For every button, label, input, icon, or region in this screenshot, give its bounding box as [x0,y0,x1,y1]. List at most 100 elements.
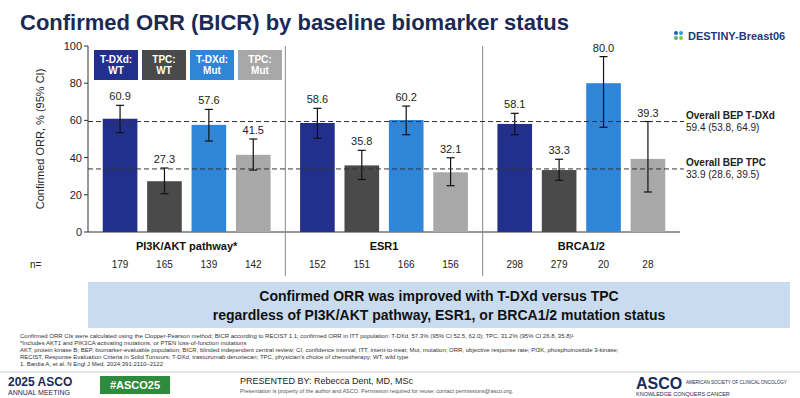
footnote: AKT, protein kinase B; BEP, biomarker-ev… [20,347,619,353]
error-bar [402,106,410,135]
error-bar [447,158,455,186]
y-tick [84,232,88,233]
legend-label: TPC:Mut [248,54,271,76]
error-bar-cap [555,180,563,181]
legend-label-part: WT [156,65,172,76]
bar [300,123,335,232]
error-bar [313,108,321,138]
y-tick-label: 60 [70,114,82,126]
y-axis-line [88,46,89,232]
error-bar-cap [249,169,257,170]
data-label: 33.3 [548,144,569,156]
legend-swatch [142,50,186,80]
y-tick [84,120,88,121]
error-bar [249,139,257,170]
data-label: 58.1 [504,98,525,110]
data-label: 57.6 [198,94,219,106]
legend-swatch [238,50,282,80]
n-count: 28 [642,259,654,270]
n-count: 179 [112,259,129,270]
n-count: 279 [551,259,568,270]
footer-rule [0,372,800,373]
data-label: 80.0 [593,42,614,54]
bar [192,125,227,232]
marks [103,57,665,232]
group-separator [285,46,286,276]
logo-text: DESTINY-Breast06 [688,30,785,42]
y-tick-label: 20 [70,189,82,201]
y-tick [84,194,88,195]
error-bar-cap [511,113,519,114]
footnote: 1. Bardia A, et al. N Engl J Med. 2024;3… [20,361,164,367]
error-bar [358,150,366,179]
error-bar-stem [559,159,560,180]
error-bar-cap [402,134,410,135]
bar [389,120,424,232]
error-bar [116,105,124,132]
slide: Confirmed ORR (BICR) by baseline biomark… [0,0,800,398]
legend-label-part: Mut [251,65,269,76]
reference-name: Overall BEP TPC [686,157,766,168]
reference-value: 33.9 (28.6, 39.5) [686,169,759,180]
error-bar-stem [119,105,120,132]
legend-label-part: T-DXd: [196,54,228,65]
conclusion-banner [88,282,790,328]
data-labels: 60.958.658.127.335.833.357.660.280.041.5… [109,42,658,165]
error-bar-stem [647,122,648,192]
footnote: Confirmed ORR CIs were calculated using … [20,333,573,339]
legend-label-part: Mut [203,65,221,76]
reference-name: Overall BEP T-DXd [686,110,775,121]
error-bar-stem [208,109,209,141]
y-axis-label: Confirmed ORR, % (95% CI) [34,69,46,210]
n-label: n= [30,259,42,270]
logo-dot [674,36,678,40]
error-bar-cap [600,56,608,57]
legend: T-DXd:WTTPC:WTT-DXd:MutTPC:Mut [94,50,282,80]
legend-label: T-DXd:Mut [196,54,228,76]
data-label: 39.3 [637,107,658,119]
error-bar-stem [164,168,165,194]
category-label: BRCA1/2 [558,240,605,252]
n-count: 152 [309,259,326,270]
footnote: *Includes AKT1 and PIK3CA activating mut… [20,340,246,346]
n-count: 298 [506,259,523,270]
data-label: 60.2 [395,91,416,103]
logo-dot [674,31,678,35]
data-label: 32.1 [440,143,461,155]
error-bar [511,113,519,134]
y-tick [84,157,88,158]
logo-dot [679,36,683,40]
conclusion-text: regardless of PI3K/AKT pathway, ESR1, or… [213,307,666,323]
error-bar-stem [514,113,515,134]
error-bar-cap [160,167,168,168]
n-count: 166 [398,259,415,270]
error-bar-stem [317,108,318,138]
org: ASCO [636,375,682,392]
data-label: 60.9 [109,90,130,102]
error-bar-stem [406,106,407,135]
group-separator [482,46,483,276]
tagline: KNOWLEDGE CONQUERS CANCER [636,391,730,397]
hashtag-box [100,376,170,394]
error-bar-cap [116,132,124,133]
logo: DESTINY-Breast06 [674,30,785,42]
y-axis: 020406080100Confirmed ORR, % (95% CI) [34,40,680,238]
y-tick-label: 100 [64,40,82,52]
legend-label: TPC:WT [152,54,175,76]
error-bar [160,168,168,194]
error-bar-cap [160,193,168,194]
error-bar-cap [555,159,563,160]
error-bar-stem [361,150,362,179]
error-bar-cap [205,140,213,141]
data-label: 58.6 [307,93,328,105]
footnote: RECIST, Response Evaluation Criteria in … [20,354,409,360]
error-bar-cap [402,105,410,106]
legend-label-part: T-DXd: [100,54,132,65]
n-count: 142 [245,259,262,270]
title: Confirmed ORR (BICR) by baseline biomark… [20,10,569,35]
n-count: 165 [156,259,173,270]
legend-swatch [190,50,234,80]
org-sub: AMERICAN SOCIETY OF CLINICAL ONCOLOGY [686,380,787,385]
y-tick-label: 0 [76,226,82,238]
error-bar-cap [644,191,652,192]
